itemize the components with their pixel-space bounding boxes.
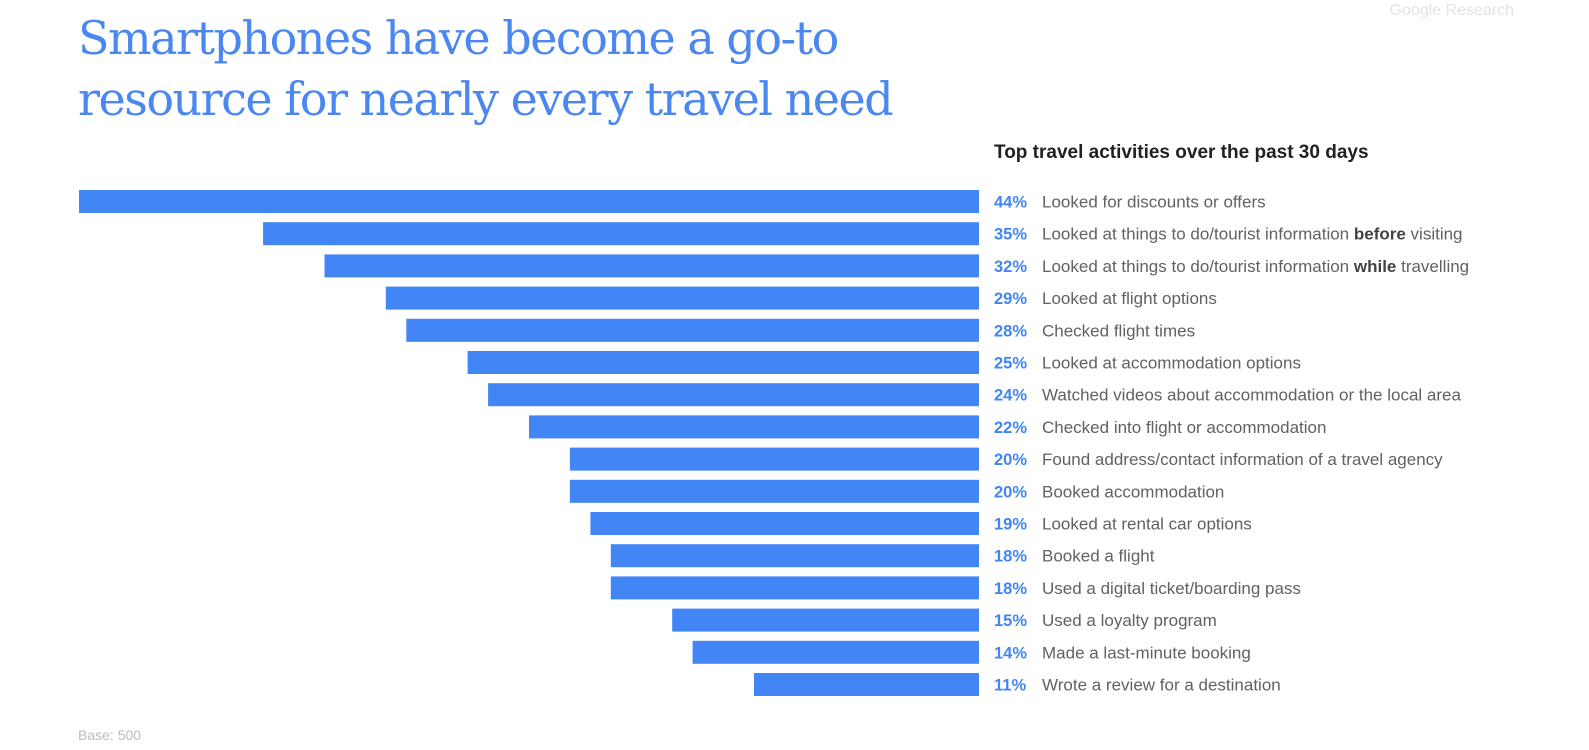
- value-label: 18%: [994, 548, 1027, 566]
- category-label: Checked into flight or accommodation: [1042, 418, 1326, 437]
- category-label: Found address/contact information of a t…: [1042, 450, 1443, 469]
- bar: [385, 286, 979, 310]
- category-label: Wrote a review for a destination: [1042, 676, 1281, 695]
- bar: [324, 254, 979, 278]
- bar: [610, 576, 979, 600]
- bar: [263, 222, 980, 246]
- value-label: 15%: [994, 612, 1027, 630]
- bar: [406, 318, 979, 342]
- value-label: 44%: [994, 194, 1027, 212]
- chart-title: Top travel activities over the past 30 d…: [994, 142, 1369, 163]
- value-label: 29%: [994, 290, 1027, 308]
- value-label: 18%: [994, 580, 1027, 598]
- category-label: Booked accommodation: [1042, 482, 1224, 501]
- value-label: 11%: [994, 677, 1026, 695]
- bar: [692, 640, 979, 664]
- category-label: Watched videos about accommodation or th…: [1042, 386, 1461, 405]
- bar: [610, 544, 979, 568]
- value-label: 20%: [994, 483, 1027, 501]
- value-label: 25%: [994, 355, 1027, 373]
- bar: [529, 415, 979, 439]
- category-label: Looked for discounts or offers: [1042, 193, 1266, 212]
- category-label: Used a loyalty program: [1042, 611, 1217, 630]
- bar: [488, 383, 979, 407]
- category-label: Used a digital ticket/boarding pass: [1042, 579, 1301, 598]
- category-label: Booked a flight: [1042, 547, 1155, 566]
- value-label: 20%: [994, 451, 1027, 469]
- bar: [569, 479, 979, 503]
- category-label: Looked at things to do/tourist informati…: [1042, 257, 1469, 276]
- value-label: 22%: [994, 419, 1027, 437]
- category-label: Looked at rental car options: [1042, 515, 1252, 534]
- value-label: 28%: [994, 322, 1027, 340]
- value-label: 19%: [994, 516, 1027, 534]
- bar: [672, 608, 979, 632]
- value-label: 14%: [994, 644, 1027, 662]
- source-label: Google Research: [1389, 2, 1514, 19]
- category-label: Looked at flight options: [1042, 289, 1217, 308]
- category-label: Looked at accommodation options: [1042, 354, 1301, 373]
- bar: [754, 673, 979, 696]
- category-label: Checked flight times: [1042, 321, 1195, 340]
- value-label: 35%: [994, 226, 1027, 244]
- bar: [467, 351, 979, 374]
- bar: [569, 447, 979, 471]
- headline: Smartphones have become a go-to resource…: [78, 11, 894, 126]
- base-note: Base: 500: [78, 727, 142, 743]
- value-label: 32%: [994, 258, 1027, 276]
- bar: [79, 190, 979, 213]
- value-label: 24%: [994, 387, 1027, 405]
- bar: [590, 512, 979, 535]
- category-label: Looked at things to do/tourist informati…: [1042, 225, 1463, 244]
- category-label: Made a last-minute booking: [1042, 643, 1251, 662]
